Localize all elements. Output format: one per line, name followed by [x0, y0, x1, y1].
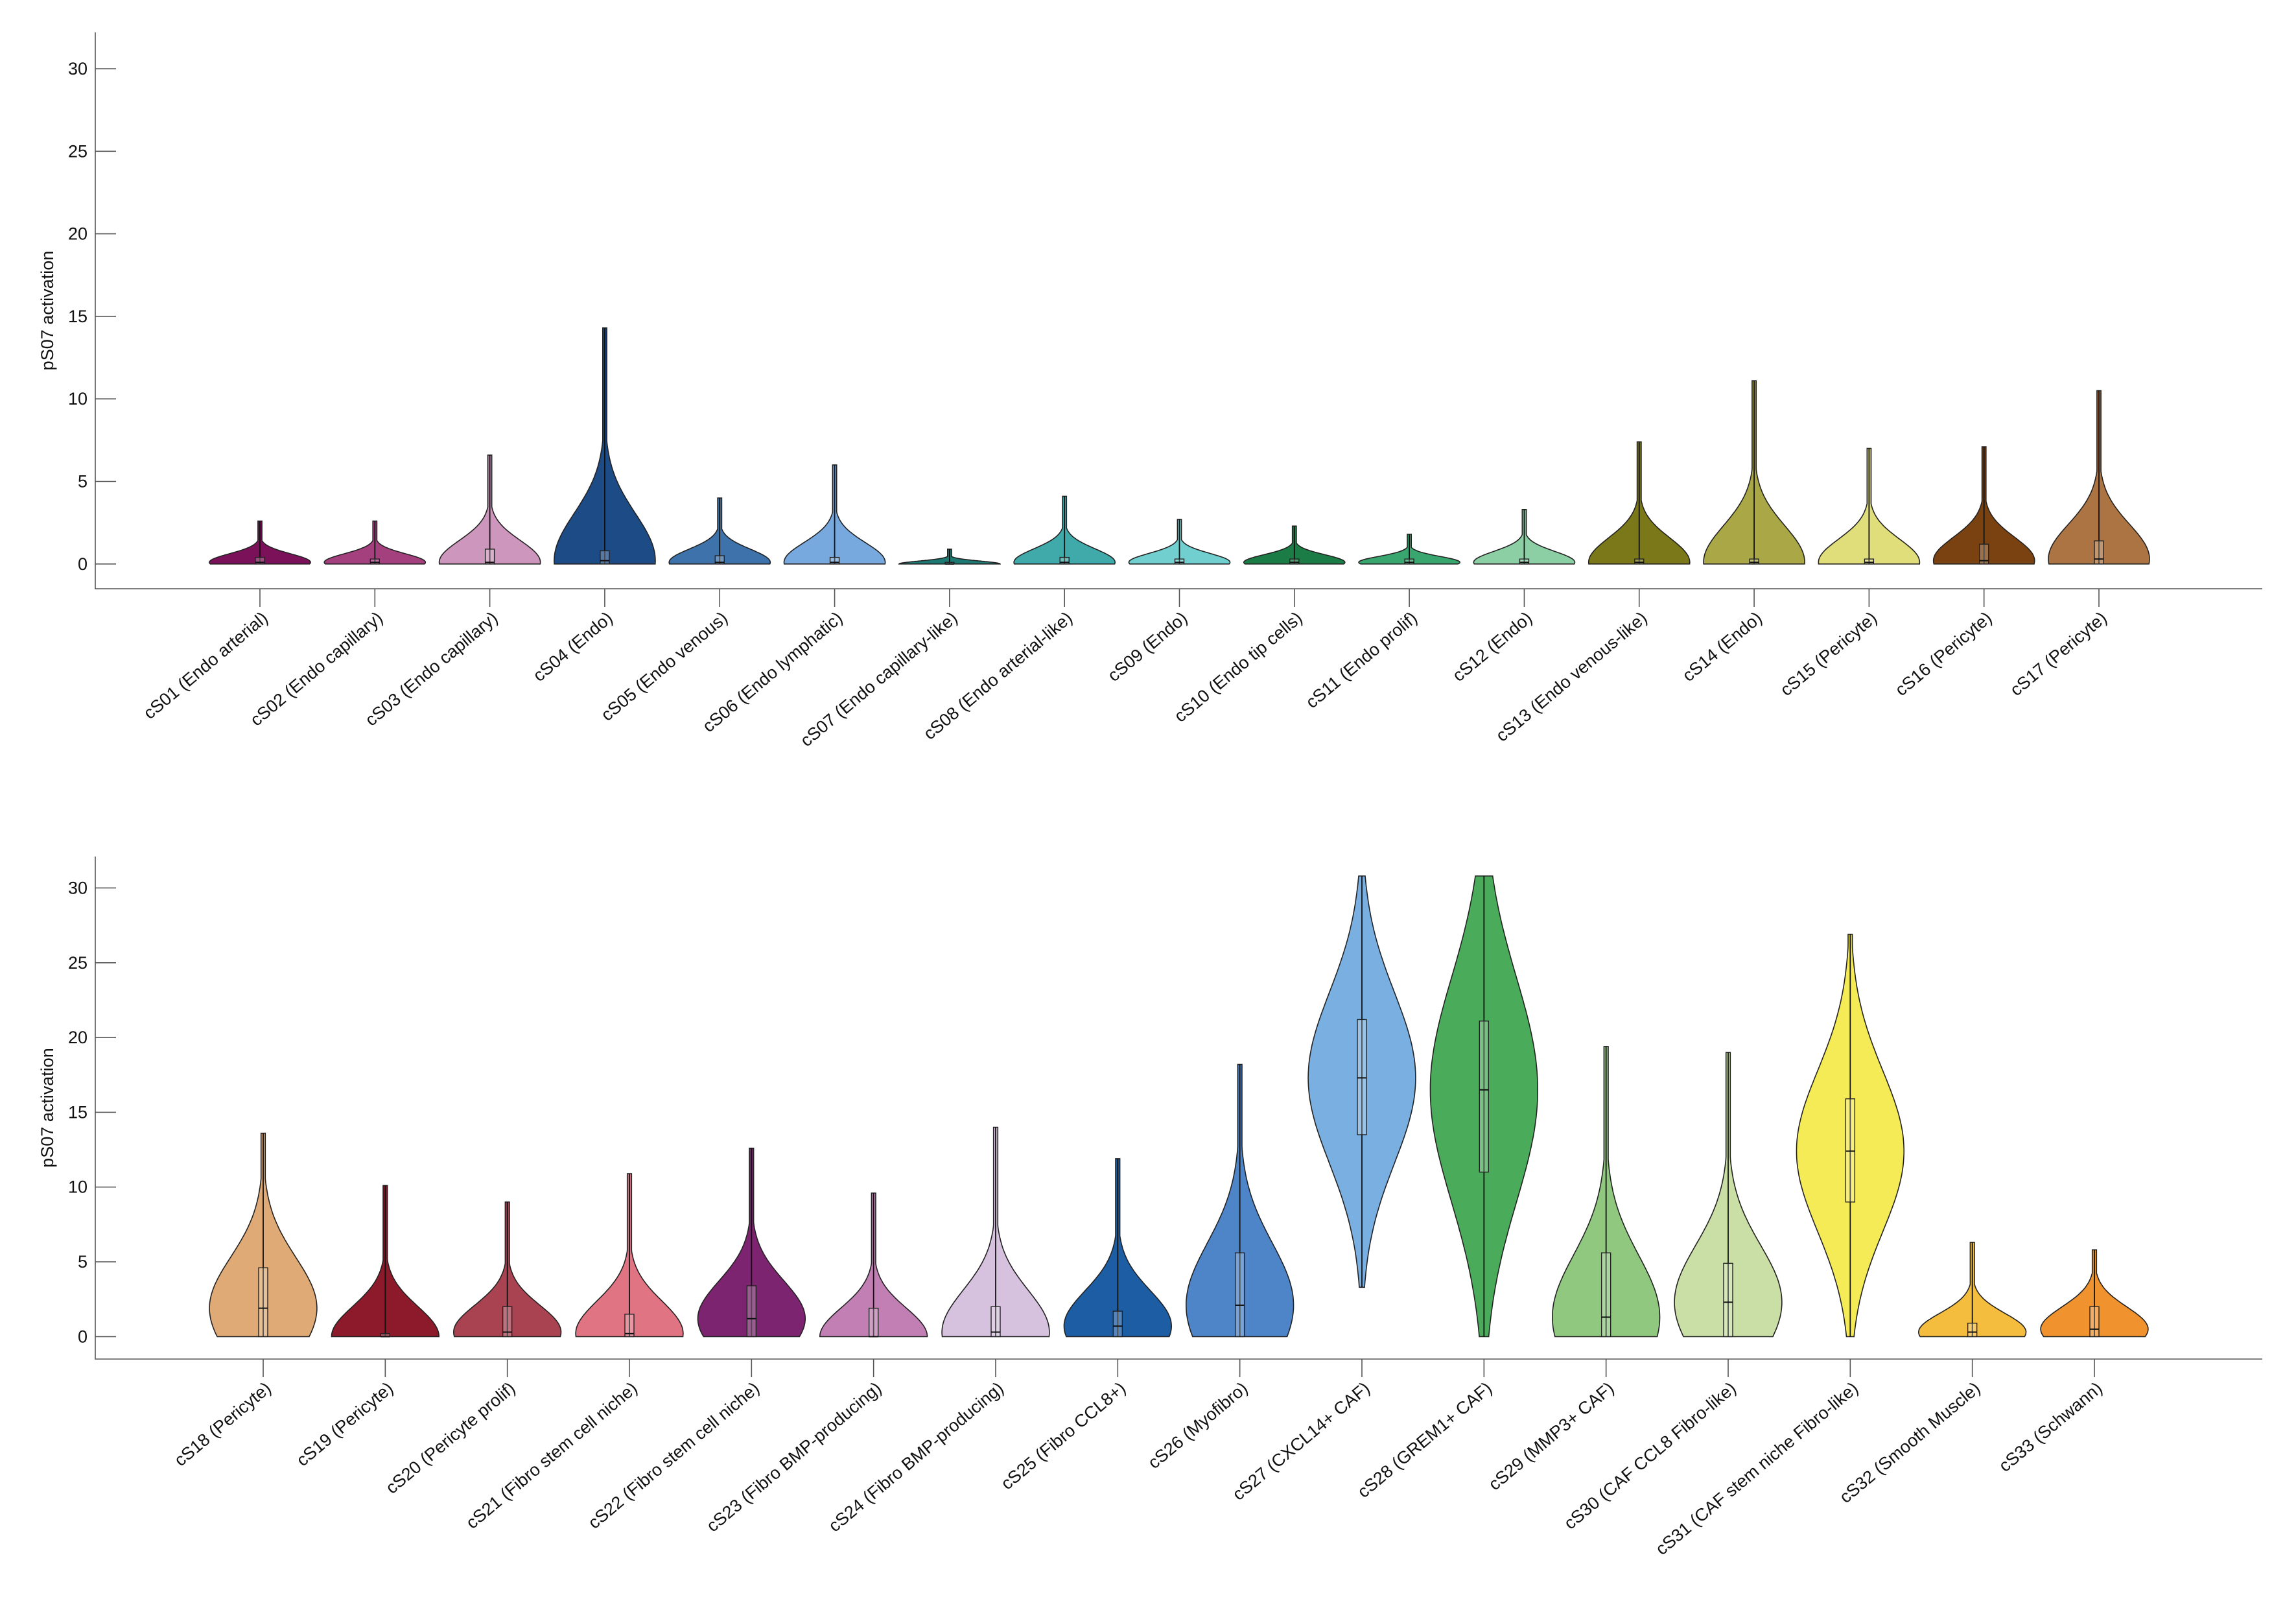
panel: 0 5 10 15 20 25 30 pS07 activation cS01 (Endo ar… [38, 32, 2262, 750]
box [1404, 558, 1414, 565]
x-tick-label: cS15 (Pericyte) [1777, 608, 1881, 700]
y-tick-label: 10 [68, 1177, 88, 1197]
x-tick-label: cS01 (Endo arterial) [140, 608, 272, 723]
box [990, 1306, 1001, 1338]
box [1479, 1021, 1490, 1173]
y-tick-label: 0 [78, 1327, 88, 1346]
box [829, 556, 840, 565]
box [1723, 1262, 1733, 1338]
x-tick-label: cS04 (Endo) [530, 608, 616, 685]
box [1749, 558, 1759, 565]
box [624, 1314, 635, 1338]
box [600, 550, 610, 565]
y-tick-label: 25 [68, 953, 88, 973]
y-tick-label: 30 [68, 59, 88, 78]
y-tick-label: 0 [78, 554, 88, 574]
x-tick-label: cS20 (Pericyte prolif) [382, 1378, 519, 1498]
x-tick-label: cS32 (Smooth Muscle) [1836, 1378, 1984, 1508]
box [2089, 1306, 2100, 1338]
y-tick-label: 5 [78, 472, 88, 491]
y-tick-label: 30 [68, 878, 88, 897]
x-tick-label: cS10 (Endo tip cells) [1171, 608, 1306, 726]
panel: 0 5 10 15 20 25 30 pS07 activation cS18 (Pericyt… [38, 857, 2262, 1559]
y-axis-label: pS07 activation [38, 1048, 57, 1168]
x-tick-label: cS25 (Fibro CCL8+) [997, 1378, 1129, 1494]
y-tick-label: 25 [68, 141, 88, 161]
axes [95, 857, 2262, 1360]
box [258, 1267, 268, 1338]
box [369, 558, 381, 565]
box [484, 549, 495, 565]
x-tick-label: cS18 (Pericyte) [170, 1378, 275, 1471]
x-tick-label: cS05 (Endo venous) [597, 608, 731, 725]
y-tick-label: 15 [68, 307, 88, 326]
box [1357, 1019, 1367, 1135]
x-tick-label: cS29 (MMP3+ CAF) [1485, 1378, 1618, 1495]
box [1059, 556, 1070, 565]
x-tick-label: cS33 (Schwann) [1995, 1378, 2106, 1476]
x-tick-label: cS09 (Endo) [1104, 608, 1191, 685]
y-tick-label: 20 [68, 1028, 88, 1047]
box [1289, 558, 1300, 565]
x-tick-label: cS17 (Pericyte) [2006, 608, 2111, 700]
axes [95, 32, 2262, 589]
x-tick-label: cS12 (Endo) [1449, 608, 1536, 685]
box [1234, 1252, 1245, 1338]
y-tick-label: 10 [68, 389, 88, 408]
x-tick-label: cS27 (CXCL14+ CAF) [1229, 1378, 1374, 1504]
y-tick-label: 20 [68, 224, 88, 244]
box [1978, 543, 1989, 565]
box [2094, 540, 2104, 565]
y-tick-label: 15 [68, 1102, 88, 1122]
x-tick-label: cS26 (Myofibro) [1144, 1378, 1251, 1473]
box [868, 1307, 879, 1338]
box [1174, 558, 1185, 565]
box [746, 1285, 757, 1338]
box [1634, 558, 1645, 565]
x-tick-label: cS31 (CAF stem niche Fibro-like) [1652, 1378, 1862, 1559]
x-tick-label: cS03 (Endo capillary) [362, 608, 502, 730]
box [1864, 558, 1875, 565]
box [1519, 558, 1530, 565]
box [1967, 1322, 1978, 1338]
y-tick-label: 5 [78, 1252, 88, 1272]
box [255, 556, 265, 565]
x-tick-label: cS16 (Pericyte) [1892, 608, 1996, 700]
box [1112, 1310, 1123, 1338]
x-tick-label: cS14 (Endo) [1679, 608, 1766, 685]
box [502, 1306, 513, 1338]
x-tick-label: cS11 (Endo prolif) [1302, 608, 1421, 713]
x-tick-label: cS19 (Pericyte) [293, 1378, 397, 1471]
y-axis-label: pS07 activation [38, 251, 57, 371]
box [1845, 1098, 1856, 1203]
x-tick-label: cS28 (GREM1+ CAF) [1353, 1378, 1495, 1502]
box [1600, 1252, 1611, 1338]
